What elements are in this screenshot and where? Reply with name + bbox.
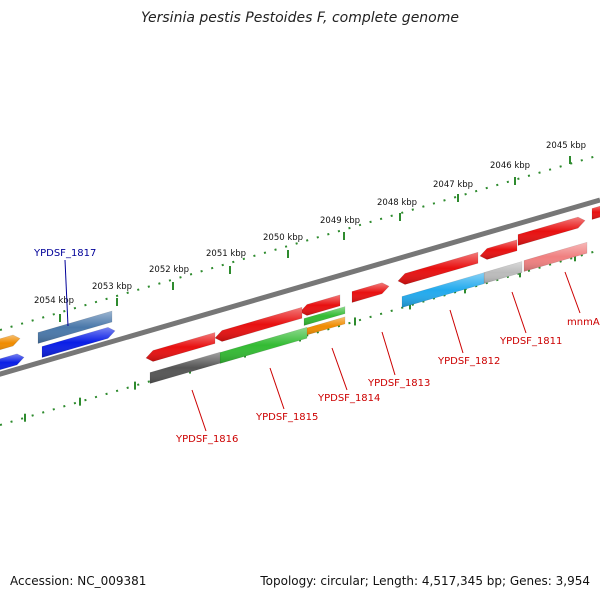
gene-label-ypdsf-1813: YPDSF_1813 xyxy=(367,378,430,389)
gene-arrow-1814-outer-shading xyxy=(300,294,340,316)
gene-arrow-1811-outer-shading xyxy=(480,239,517,260)
label-leader-line xyxy=(449,309,464,354)
gene-arrow-1816-shading xyxy=(150,352,220,384)
gene-arrow-mnmA-shading xyxy=(524,242,587,272)
gene-arrow-mnmA-neighbor-shading xyxy=(518,217,585,246)
accession-text: Accession: NC_009381 xyxy=(10,574,147,588)
ruler-ticks: 2045 kbp 2046 kbp 2047 kbp 2048 kbp 2049 kbp… xyxy=(24,141,586,422)
gene-label-ypdsf-1814: YPDSF_1814 xyxy=(317,393,380,404)
gene-arrow-1817-inner-shading xyxy=(42,327,115,358)
gene-arrow-1811-shading xyxy=(484,261,522,284)
map-title: Yersinia pestis Pestoides F, complete ge… xyxy=(141,10,459,26)
label-leader-line xyxy=(381,331,396,376)
gene-label-mnmA: mnmA xyxy=(567,317,600,328)
gene-features xyxy=(0,205,600,384)
label-leader-line xyxy=(64,259,69,327)
gene-label-ypdsf-1816: YPDSF_1816 xyxy=(175,434,238,445)
ruler-tick-label: 2047 kbp xyxy=(433,180,473,190)
label-leader-line xyxy=(331,347,348,391)
label-leader-line xyxy=(191,389,207,432)
gene-arrow-1812-shading xyxy=(402,272,484,308)
gene-label-ypdsf-1811: YPDSF_1811 xyxy=(499,336,562,347)
gene-arrow-1814-green-shading xyxy=(304,306,345,326)
gene-arrow-1816-outer-shading xyxy=(146,332,215,362)
ruler-tick-label: 2053 kbp xyxy=(92,282,132,292)
ruler-tick-label: 2050 kbp xyxy=(263,233,303,243)
gene-arrow-1815-shading xyxy=(220,327,307,364)
gene-arrow-left-blue-shading xyxy=(0,353,24,370)
gene-arrow-edge-shading xyxy=(592,206,600,220)
genome-stats-text: Topology: circular; Length: 4,517,345 bp… xyxy=(260,574,590,588)
ruler-tick-label: 2051 kbp xyxy=(206,249,246,259)
gene-arrow-1813-outer-shading xyxy=(352,282,389,303)
label-leader-line xyxy=(564,271,581,314)
gene-label-ypdsf-1815: YPDSF_1815 xyxy=(255,412,318,423)
label-leader-line xyxy=(511,291,527,334)
gene-label-ypdsf-1812: YPDSF_1812 xyxy=(437,356,500,367)
gene-label-ypdsf-1817: YPDSF_1817 xyxy=(33,248,96,259)
gene-arrow-left-orange-shading xyxy=(0,334,20,350)
gene-labels: mnmA YPDSF_1811 YPDSF_1812 YPDSF_1813 YPDSF_… xyxy=(33,248,600,445)
gene-arrow-1812-outer-shading xyxy=(398,252,478,285)
ruler-tick-label: 2052 kbp xyxy=(149,265,189,275)
gene-arrow-1814-orange-shading xyxy=(305,316,345,336)
ruler-tick-label: 2046 kbp xyxy=(490,161,530,171)
gene-arrow-1817-shading xyxy=(38,311,112,344)
label-leader-line xyxy=(269,367,285,410)
ruler-tick-label: 2049 kbp xyxy=(320,216,360,226)
ruler-tick-label: 2054 kbp xyxy=(34,296,74,306)
gene-arrow-1815-outer-shading xyxy=(215,307,302,342)
ruler-tick-label: 2048 kbp xyxy=(377,198,417,208)
ruler-tick-label: 2045 kbp xyxy=(546,141,586,151)
genome-backbone xyxy=(0,197,600,377)
